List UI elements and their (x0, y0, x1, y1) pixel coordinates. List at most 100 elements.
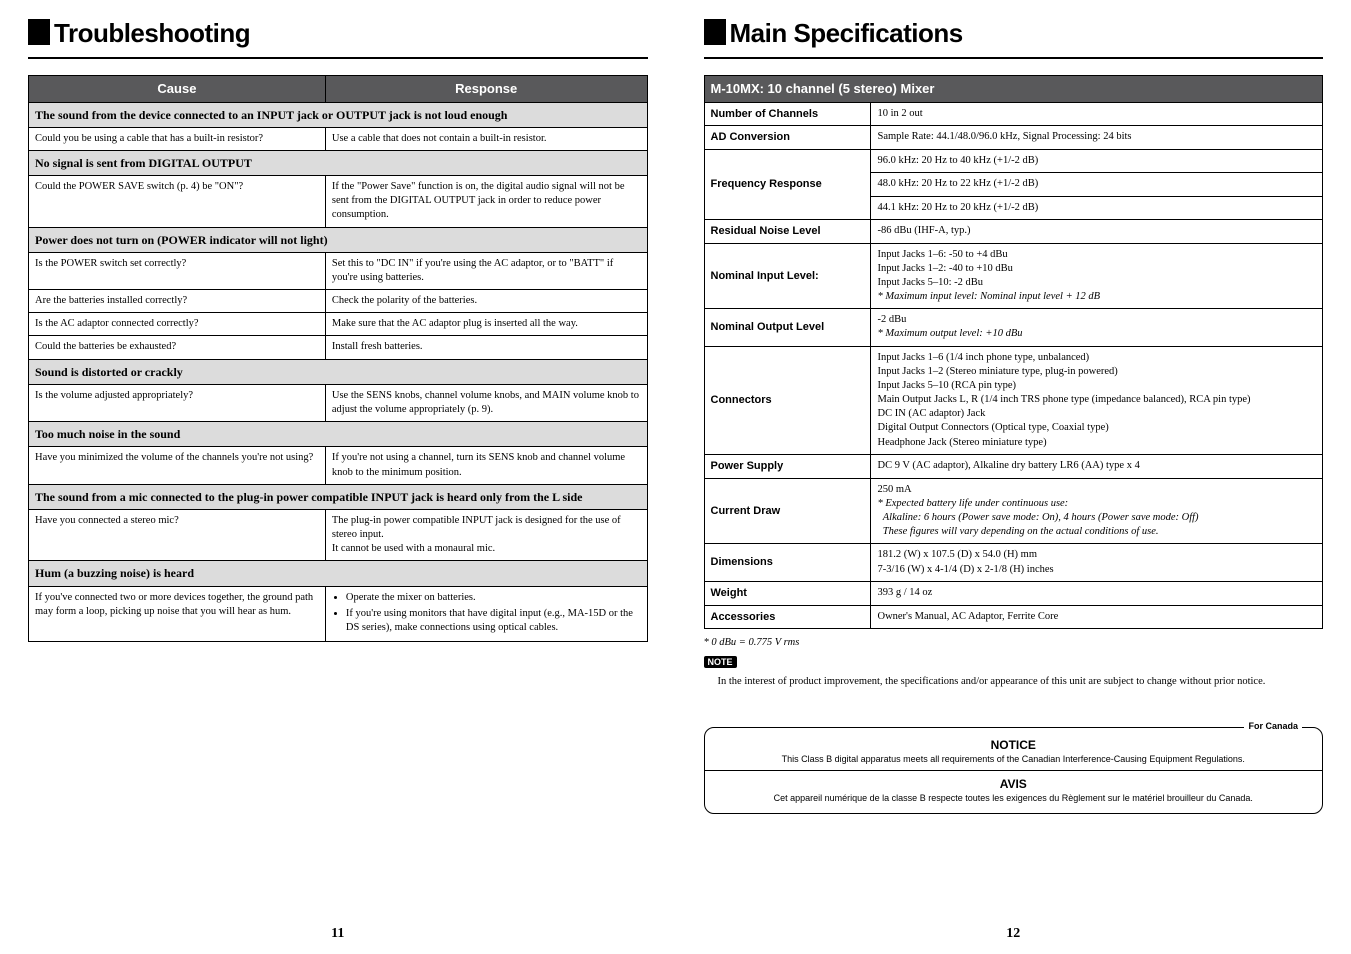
cause-cell: Have you minimized the volume of the cha… (29, 447, 326, 484)
spec-table: M-10MX: 10 channel (5 stereo) Mixer Numb… (704, 75, 1324, 629)
spec-row: Nominal Input Level:Input Jacks 1–6: -50… (704, 243, 1323, 309)
spec-row: Weight393 g / 14 oz (704, 581, 1323, 605)
response-cell: The plug-in power compatible INPUT jack … (325, 509, 647, 561)
page-title-left: Troubleshooting (28, 18, 648, 49)
title-text-left: Troubleshooting (54, 18, 250, 48)
table-row: Is the AC adaptor connected correctly?Ma… (29, 313, 648, 336)
page-right: Main Specifications M-10MX: 10 channel (… (676, 0, 1351, 954)
canada-box: For Canada NOTICE This Class B digital a… (704, 727, 1324, 814)
section-header: The sound from a mic connected to the pl… (29, 484, 648, 509)
section-header-row: No signal is sent from DIGITAL OUTPUT (29, 150, 648, 175)
spec-label: Nominal Output Level (704, 309, 871, 346)
spec-row: Dimensions181.2 (W) x 107.5 (D) x 54.0 (… (704, 544, 1323, 581)
canada-divider (705, 770, 1323, 771)
spec-row: Current Draw250 mA* Expected battery lif… (704, 478, 1323, 544)
response-cell: Operate the mixer on batteries. If you're… (325, 586, 647, 642)
cause-cell: Is the AC adaptor connected correctly? (29, 313, 326, 336)
response-cell: Make sure that the AC adaptor plug is in… (325, 313, 647, 336)
spec-row: Number of Channels10 in 2 out (704, 102, 1323, 126)
spec-label: Accessories (704, 605, 871, 629)
spec-label: Weight (704, 581, 871, 605)
cause-cell: Could the batteries be exhausted? (29, 336, 326, 359)
section-header: No signal is sent from DIGITAL OUTPUT (29, 150, 648, 175)
spec-value: 393 g / 14 oz (871, 581, 1323, 605)
header-cause: Cause (29, 76, 326, 103)
table-row: Could the POWER SAVE switch (p. 4) be "O… (29, 176, 648, 228)
response-cell: If you're not using a channel, turn its … (325, 447, 647, 484)
spec-value: 48.0 kHz: 20 Hz to 22 kHz (+1/-2 dB) (871, 173, 1323, 196)
page-number-right: 12 (704, 918, 1324, 942)
response-cell: Install fresh batteries. (325, 336, 647, 359)
spec-value: Input Jacks 1–6: -50 to +4 dBuInput Jack… (871, 243, 1323, 309)
spec-value: 10 in 2 out (871, 102, 1323, 126)
avis-title: AVIS (721, 777, 1307, 791)
note-block: NOTE In the interest of product improvem… (704, 648, 1324, 687)
cause-cell: Have you connected a stereo mic? (29, 509, 326, 561)
table-header-row: Cause Response (29, 76, 648, 103)
spec-row: Residual Noise Level-86 dBu (IHF-A, typ.… (704, 219, 1323, 243)
section-header: Too much noise in the sound (29, 422, 648, 447)
spec-label: Power Supply (704, 454, 871, 478)
spec-label: Connectors (704, 346, 871, 454)
spec-top-header-row: M-10MX: 10 channel (5 stereo) Mixer (704, 76, 1323, 103)
section-header-row: The sound from the device connected to a… (29, 102, 648, 127)
spec-value: 250 mA* Expected battery life under cont… (871, 478, 1323, 544)
table-row: Could you be using a cable that has a bu… (29, 127, 648, 150)
section-header-row: Power does not turn on (POWER indicator … (29, 227, 648, 252)
note-text: In the interest of product improvement, … (718, 676, 1324, 687)
response-cell: Use a cable that does not contain a buil… (325, 127, 647, 150)
spec-value: 44.1 kHz: 20 Hz to 20 kHz (+1/-2 dB) (871, 196, 1323, 219)
cause-cell: Is the volume adjusted appropriately? (29, 384, 326, 421)
list-item: Operate the mixer on batteries. (346, 591, 641, 605)
notice-body: This Class B digital apparatus meets all… (721, 754, 1307, 764)
title-block-icon (704, 19, 726, 45)
title-text-right: Main Specifications (730, 18, 963, 48)
page-spread: Troubleshooting Cause Response The sound… (0, 0, 1351, 954)
table-row: Have you connected a stereo mic?The plug… (29, 509, 648, 561)
spec-label: Residual Noise Level (704, 219, 871, 243)
title-rule (704, 57, 1324, 59)
spec-label: Dimensions (704, 544, 871, 581)
spec-label: AD Conversion (704, 126, 871, 150)
cause-cell: Is the POWER switch set correctly? (29, 252, 326, 289)
spec-row: Frequency Response96.0 kHz: 20 Hz to 40 … (704, 150, 1323, 173)
troubleshooting-table: Cause Response The sound from the device… (28, 75, 648, 642)
footnote: * 0 dBu = 0.775 V rms (704, 637, 1324, 648)
spec-label: Number of Channels (704, 102, 871, 126)
avis-body: Cet appareil numérique de la classe B re… (721, 793, 1307, 803)
note-label: NOTE (704, 656, 737, 668)
spec-value: Sample Rate: 44.1/48.0/96.0 kHz, Signal … (871, 126, 1323, 150)
page-number-left: 11 (28, 918, 648, 942)
canada-tag: For Canada (1244, 721, 1302, 731)
response-cell: Use the SENS knobs, channel volume knobs… (325, 384, 647, 421)
spec-value: -2 dBu* Maximum output level: +10 dBu (871, 309, 1323, 346)
cause-cell: If you've connected two or more devices … (29, 586, 326, 642)
spec-value: DC 9 V (AC adaptor), Alkaline dry batter… (871, 454, 1323, 478)
response-cell: Set this to "DC IN" if you're using the … (325, 252, 647, 289)
page-title-right: Main Specifications (704, 18, 1324, 49)
cause-cell: Could the POWER SAVE switch (p. 4) be "O… (29, 176, 326, 228)
spec-row: Nominal Output Level-2 dBu* Maximum outp… (704, 309, 1323, 346)
title-block-icon (28, 19, 50, 45)
table-row: Is the POWER switch set correctly?Set th… (29, 252, 648, 289)
section-header: Hum (a buzzing noise) is heard (29, 561, 648, 586)
spec-value: Owner's Manual, AC Adaptor, Ferrite Core (871, 605, 1323, 629)
section-header-row: Hum (a buzzing noise) is heard (29, 561, 648, 586)
section-header: Power does not turn on (POWER indicator … (29, 227, 648, 252)
spec-value: 96.0 kHz: 20 Hz to 40 kHz (+1/-2 dB) (871, 150, 1323, 173)
spec-label: Current Draw (704, 478, 871, 544)
page-left: Troubleshooting Cause Response The sound… (0, 0, 676, 954)
section-header: The sound from the device connected to a… (29, 102, 648, 127)
table-row: Are the batteries installed correctly?Ch… (29, 290, 648, 313)
title-rule (28, 57, 648, 59)
spec-row: AD ConversionSample Rate: 44.1/48.0/96.0… (704, 126, 1323, 150)
list-item: If you're using monitors that have digit… (346, 607, 641, 635)
table-row: Could the batteries be exhausted?Install… (29, 336, 648, 359)
section-header: Sound is distorted or crackly (29, 359, 648, 384)
section-header-row: Too much noise in the sound (29, 422, 648, 447)
spec-value: 181.2 (W) x 107.5 (D) x 54.0 (H) mm7-3/1… (871, 544, 1323, 581)
spec-label: Nominal Input Level: (704, 243, 871, 309)
response-cell: If the "Power Save" function is on, the … (325, 176, 647, 228)
response-cell: Check the polarity of the batteries. (325, 290, 647, 313)
spec-value: -86 dBu (IHF-A, typ.) (871, 219, 1323, 243)
